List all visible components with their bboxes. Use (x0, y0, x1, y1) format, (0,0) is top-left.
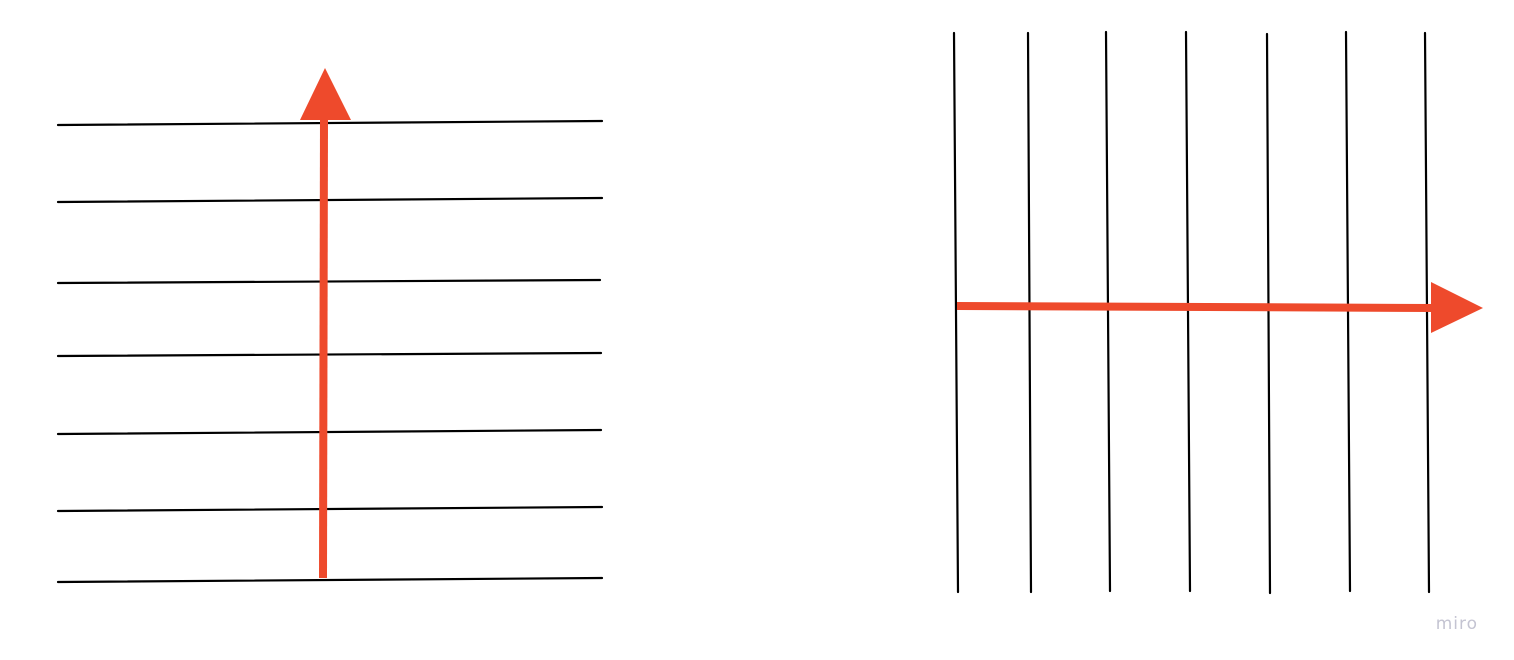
vertical-line-2 (1026, 31, 1033, 594)
horizontal-line-5 (56, 428, 603, 436)
vertical-line-7 (1423, 31, 1431, 594)
up-arrow-head (300, 68, 351, 120)
vertical-lines (952, 30, 1431, 595)
miro-watermark: miro (1435, 614, 1478, 634)
right-panel (952, 30, 1483, 595)
vertical-line-1 (952, 31, 960, 594)
left-panel (56, 68, 604, 584)
horizontal-line-3 (56, 278, 602, 285)
up-arrow-shaft (319, 117, 328, 579)
horizontal-line-4 (56, 351, 603, 358)
up-arrow (300, 68, 351, 579)
vertical-line-4 (1184, 30, 1192, 593)
right-arrow-shaft (956, 302, 1437, 312)
right-arrow (956, 282, 1483, 333)
horizontal-lines (56, 119, 604, 584)
right-arrow-head (1431, 282, 1483, 333)
horizontal-line-6 (56, 505, 604, 513)
horizontal-line-1 (56, 119, 604, 127)
vertical-line-5 (1265, 32, 1272, 595)
horizontal-line-7 (56, 576, 604, 584)
vertical-line-3 (1104, 30, 1112, 593)
horizontal-line-2 (56, 196, 604, 204)
